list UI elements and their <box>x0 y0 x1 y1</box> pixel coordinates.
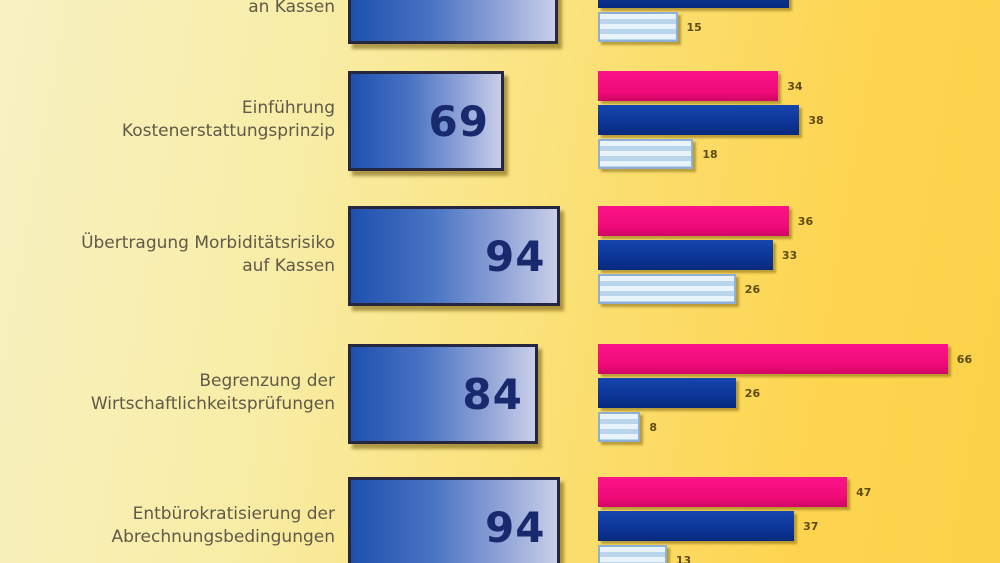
darkblue-bar <box>598 511 795 541</box>
chart-group-2: Einführung Kostenerstattungsprinzip 69 3… <box>0 71 1000 211</box>
big-total-value: 84 <box>462 369 523 419</box>
bar-value-label: 38 <box>808 113 824 127</box>
big-total-value: 94 <box>484 231 546 281</box>
lightblue-bar <box>598 545 667 563</box>
small-bar-row <box>598 0 798 8</box>
bar-value-label: 34 <box>787 79 803 93</box>
group-label-line: Einführung <box>241 98 335 118</box>
darkblue-bar <box>598 105 800 135</box>
magenta-bar <box>598 344 948 374</box>
chart-group-5: Entbürokratisierung der Abrechnungsbedin… <box>0 477 1000 563</box>
small-bar-row: 37 <box>598 511 818 541</box>
small-bar-row: 36 <box>598 206 813 236</box>
small-bar-row: 13 <box>598 545 691 563</box>
group-label-line: Kostenerstattungsprinzip <box>121 121 335 141</box>
small-bar-row: 47 <box>598 477 871 507</box>
group-label: Einführung Kostenerstattungsprinzip <box>0 97 335 143</box>
group-label: Begrenzung der Wirtschaftlichkeitsprüfun… <box>0 370 335 416</box>
small-bar-row: 18 <box>598 139 718 169</box>
small-bar-row: 26 <box>598 378 760 408</box>
bar-value-label: 15 <box>686 20 702 34</box>
small-bar-row: 38 <box>598 105 824 135</box>
magenta-bar <box>598 206 789 236</box>
magenta-bar <box>598 71 779 101</box>
group-label-line: auf Kassen <box>242 256 335 276</box>
lightblue-bar <box>598 274 736 304</box>
small-bar-row: 8 <box>598 412 657 442</box>
group-label-line: Übertragung Morbiditätsrisiko <box>81 233 335 253</box>
small-bar-row: 15 <box>598 12 702 42</box>
bar-value-label: 26 <box>744 282 761 296</box>
bar-value-label: 37 <box>803 519 819 533</box>
group-label: an Kassen <box>0 0 335 19</box>
chart-group-4: Begrenzung der Wirtschaftlichkeitsprüfun… <box>0 344 1000 484</box>
group-label-line: Begrenzung der <box>199 371 335 391</box>
lightblue-bar <box>598 139 694 169</box>
chart-group-1: an Kassen 15 <box>0 0 1000 84</box>
bar-value-label: 33 <box>781 248 798 262</box>
big-total-bar: 84 <box>348 344 538 444</box>
group-label-line: Entbürokratisierung der <box>132 504 335 524</box>
lightblue-bar <box>598 12 678 42</box>
big-total-bar: 94 <box>348 206 561 306</box>
group-label: Übertragung Morbiditätsrisiko auf Kassen <box>0 232 335 278</box>
small-bar-row: 26 <box>598 274 760 304</box>
darkblue-bar <box>598 378 736 408</box>
bar-value-label: 66 <box>956 352 973 366</box>
bar-value-label: 13 <box>675 553 692 563</box>
bar-value-label: 26 <box>744 386 761 400</box>
chart-group-3: Übertragung Morbiditätsrisiko auf Kassen… <box>0 206 1000 346</box>
small-bar-row: 34 <box>598 71 803 101</box>
big-total-value: 69 <box>428 96 489 146</box>
big-total-bar: 69 <box>348 71 504 171</box>
bar-value-label: 8 <box>649 420 658 434</box>
bar-value-label: 36 <box>797 214 814 228</box>
magenta-bar <box>598 477 848 507</box>
darkblue-bar <box>598 0 789 8</box>
big-total-bar: 94 <box>348 477 561 563</box>
small-bar-row: 66 <box>598 344 972 374</box>
big-total-value: 94 <box>484 502 546 552</box>
group-label-line: Wirtschaftlichkeitsprüfungen <box>90 394 335 414</box>
small-bar-row: 33 <box>598 240 797 270</box>
darkblue-bar <box>598 240 773 270</box>
group-label-line: an Kassen <box>248 0 335 17</box>
group-label: Entbürokratisierung der Abrechnungsbedin… <box>0 503 336 549</box>
bar-value-label: 47 <box>856 485 872 499</box>
group-label-line: Abrechnungsbedingungen <box>111 527 336 547</box>
big-total-bar <box>348 0 558 44</box>
bar-value-label: 18 <box>702 147 718 161</box>
lightblue-bar <box>598 412 641 442</box>
